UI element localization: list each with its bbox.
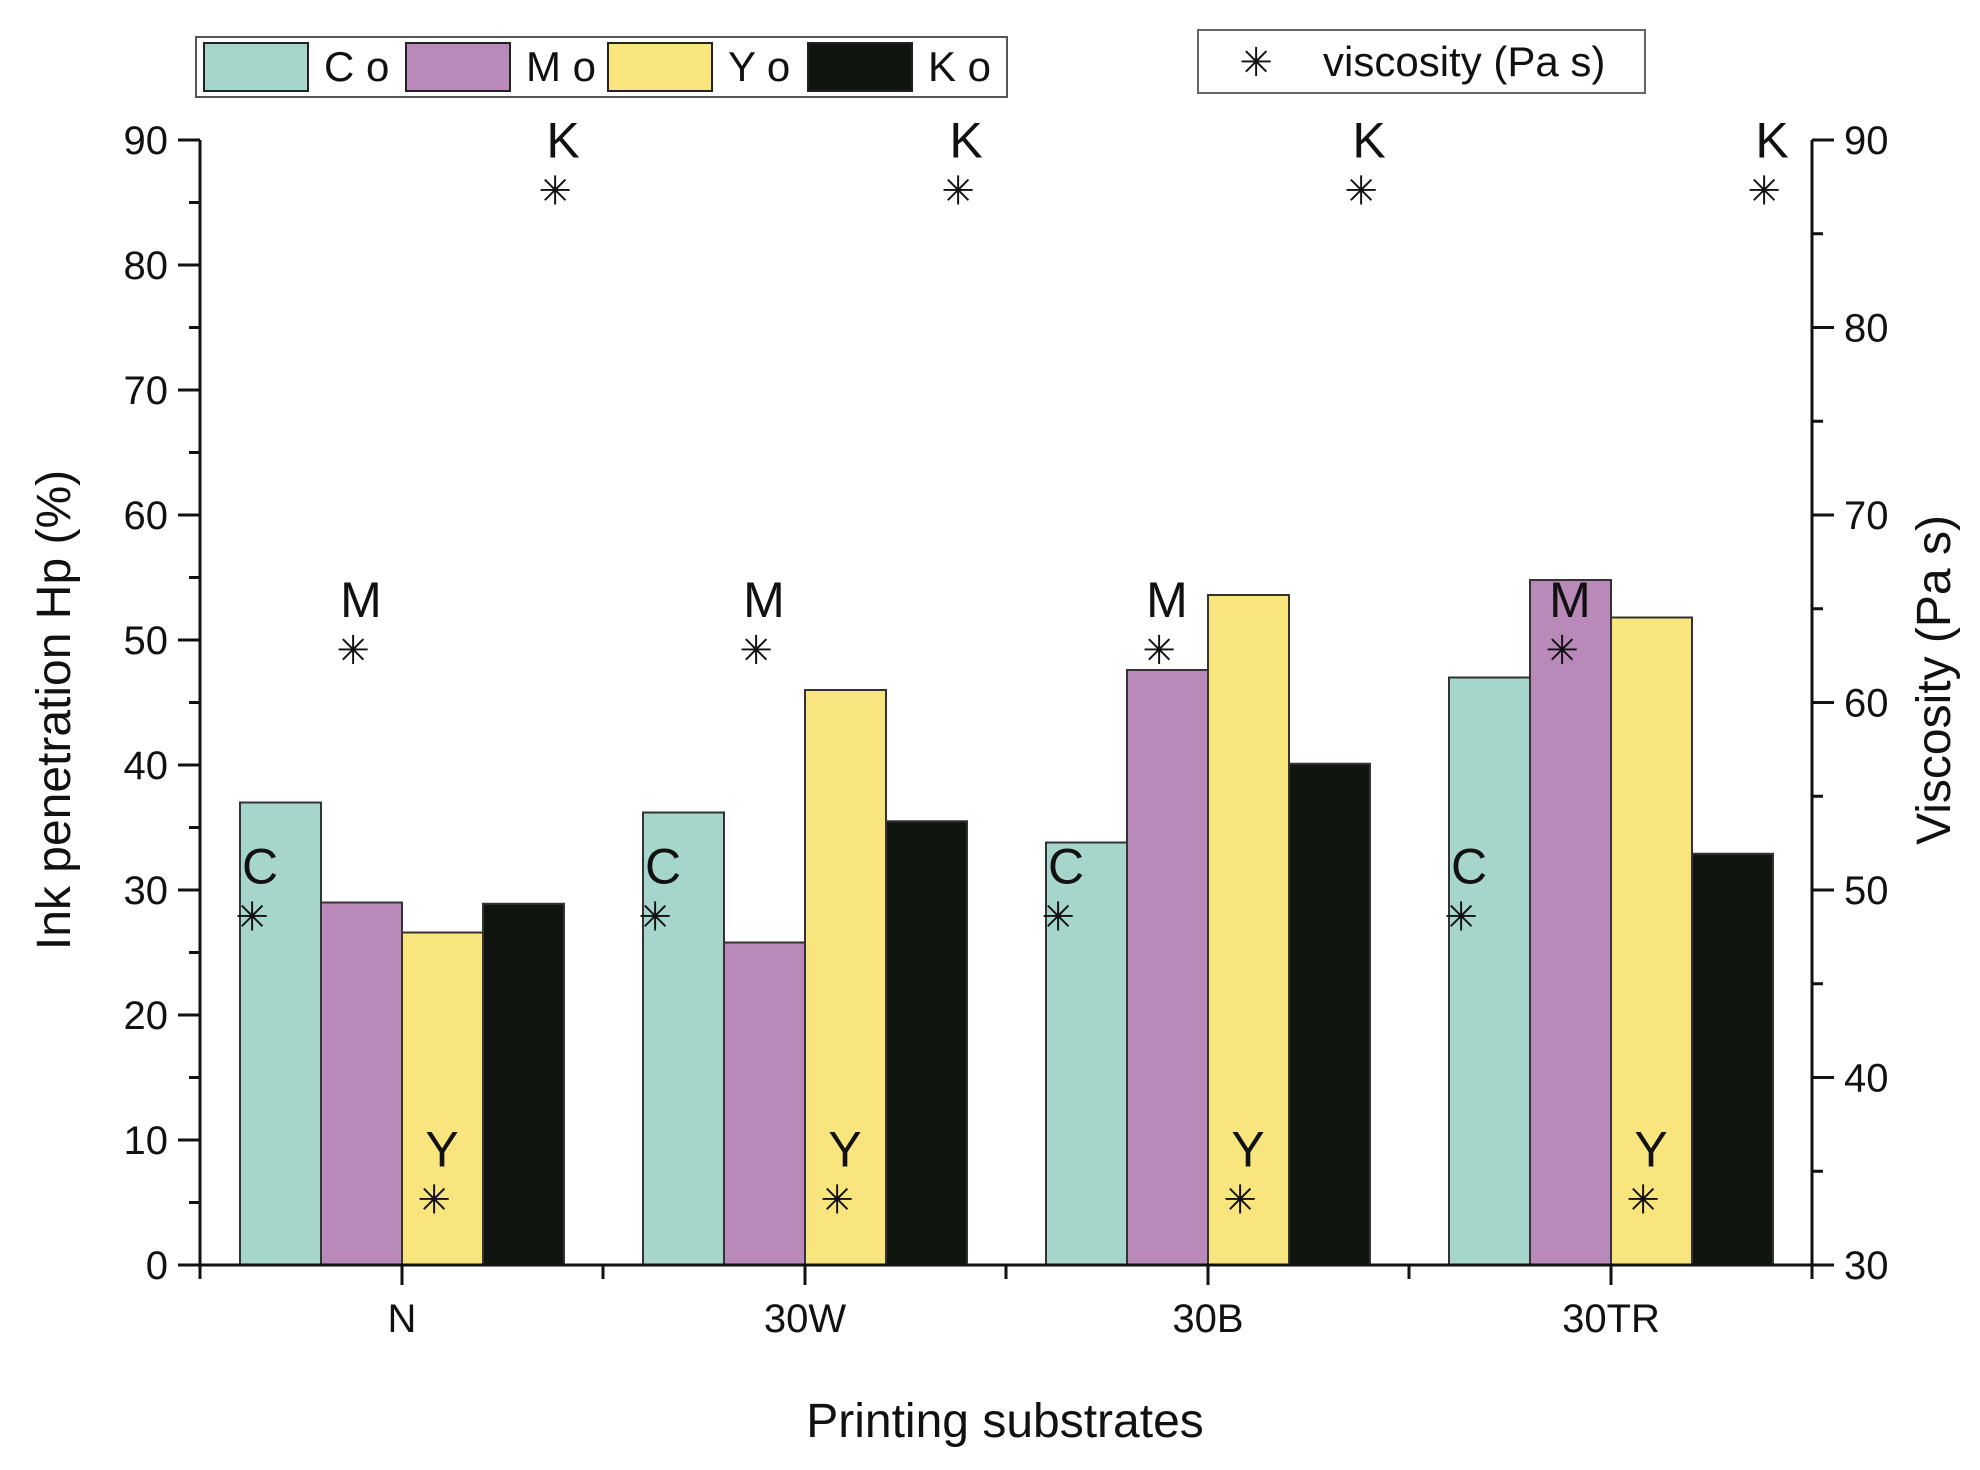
- viscosity-label-y-30tr: Y: [1634, 1121, 1667, 1177]
- y-tick-label: 30: [124, 869, 169, 913]
- bar-m-n: [320, 901, 403, 1266]
- viscosity-label-y-30b: Y: [1231, 1121, 1264, 1177]
- bar-c-30tr: [1448, 676, 1531, 1266]
- y-tick-label: 60: [124, 494, 169, 538]
- viscosity-markers: ✳C✳M✳Y✳K✳C✳M✳Y✳K✳C✳M✳Y✳K✳C✳M✳Y✳K: [235, 113, 1788, 1223]
- y-tick-label: 20: [124, 994, 169, 1038]
- legend-label-y: Y o: [728, 43, 790, 90]
- axes: 0 10 20 30 40 50 60 70 80 90 30 40 50 60 70 80 90 N 30W 30B…: [124, 119, 1889, 1341]
- viscosity-marker-k-30b: ✳: [1344, 170, 1378, 214]
- viscosity-marker-y-30b: ✳: [1223, 1178, 1257, 1222]
- y-tick-label: 70: [124, 369, 169, 413]
- legend-swatch-k: [807, 42, 913, 92]
- x-tick-label: 30TR: [1562, 1297, 1660, 1341]
- y2-tick-label: 30: [1844, 1244, 1889, 1288]
- x-axis-title: Printing substrates: [806, 1395, 1204, 1448]
- viscosity-marker-c-30tr: ✳: [1444, 895, 1478, 939]
- y-tick-label: 0: [146, 1244, 168, 1288]
- viscosity-marker-y-30tr: ✳: [1626, 1178, 1660, 1222]
- legend-label-m: M o: [526, 43, 596, 90]
- viscosity-marker-m-30w: ✳: [739, 629, 773, 673]
- viscosity-label-k-30b: K: [1352, 113, 1385, 169]
- bar-m-30tr: [1529, 579, 1612, 1266]
- viscosity-label-c-30tr: C: [1451, 838, 1487, 894]
- y2-tick-label: 70: [1844, 494, 1889, 538]
- bars: [239, 579, 1774, 1266]
- viscosity-marker-m-n: ✳: [336, 629, 370, 673]
- viscosity-marker-y-30w: ✳: [820, 1178, 854, 1222]
- y2-tick-label: 80: [1844, 307, 1889, 351]
- legend: C o M o Y o K o ✳ viscosity (Pa s): [195, 29, 1646, 98]
- viscosity-marker-c-n: ✳: [235, 895, 269, 939]
- y2-tick-label: 90: [1844, 119, 1889, 163]
- y-tick-label: 10: [124, 1119, 169, 1163]
- x-tick-label: 30B: [1172, 1297, 1243, 1341]
- y2-tick-label: 60: [1844, 682, 1889, 726]
- bar-k-n: [482, 902, 565, 1266]
- viscosity-marker-m-30b: ✳: [1142, 629, 1176, 673]
- y-tick-label: 40: [124, 744, 169, 788]
- y2-tick-label: 50: [1844, 869, 1889, 913]
- legend-viscosity-label: viscosity (Pa s): [1323, 38, 1605, 85]
- viscosity-label-k-30tr: K: [1755, 113, 1788, 169]
- bar-k-30b: [1288, 762, 1371, 1266]
- legend-swatch-m: [405, 42, 511, 92]
- viscosity-marker-k-n: ✳: [538, 170, 572, 214]
- viscosity-marker-k-30w: ✳: [941, 170, 975, 214]
- viscosity-label-y-30w: Y: [828, 1121, 861, 1177]
- y-axis-title: Ink penetration Hp (%): [28, 470, 81, 950]
- x-tick-label: N: [388, 1297, 417, 1341]
- viscosity-label-y-n: Y: [425, 1121, 458, 1177]
- legend-frame-viscosity: [1197, 29, 1646, 94]
- viscosity-label-m-30b: M: [1146, 572, 1188, 628]
- legend-label-k: K o: [928, 43, 991, 90]
- viscosity-label-m-30w: M: [743, 572, 785, 628]
- y-tick-label: 50: [124, 619, 169, 663]
- viscosity-marker-c-30b: ✳: [1041, 895, 1075, 939]
- viscosity-marker-c-30w: ✳: [638, 895, 672, 939]
- bar-c-n: [239, 801, 322, 1266]
- viscosity-marker-m-30tr: ✳: [1545, 629, 1579, 673]
- y2-tick-label: 40: [1844, 1057, 1889, 1101]
- viscosity-marker-k-30tr: ✳: [1747, 170, 1781, 214]
- viscosity-label-c-n: C: [242, 838, 278, 894]
- y2-axis-title: Viscosity (Pa s): [1908, 515, 1961, 845]
- viscosity-label-c-30w: C: [645, 838, 681, 894]
- y-tick-label: 80: [124, 244, 169, 288]
- bar-m-30w: [723, 941, 806, 1266]
- x-tick-label: 30W: [764, 1297, 846, 1341]
- bar-m-30b: [1126, 669, 1209, 1266]
- legend-label-c: C o: [324, 43, 389, 90]
- bar-y-n: [401, 931, 484, 1266]
- viscosity-label-m-n: M: [340, 572, 382, 628]
- viscosity-label-c-30b: C: [1048, 838, 1084, 894]
- viscosity-label-m-30tr: M: [1549, 572, 1591, 628]
- viscosity-label-k-30w: K: [949, 113, 982, 169]
- legend-viscosity-marker: ✳: [1239, 41, 1273, 85]
- viscosity-label-k-n: K: [546, 113, 579, 169]
- bar-k-30w: [885, 820, 968, 1266]
- viscosity-marker-y-n: ✳: [417, 1178, 451, 1222]
- bar-y-30b: [1207, 594, 1290, 1266]
- legend-swatch-y: [607, 42, 713, 92]
- y-tick-label: 90: [124, 119, 169, 163]
- bar-y-30w: [804, 689, 887, 1266]
- bar-k-30tr: [1691, 852, 1774, 1266]
- legend-swatch-c: [203, 42, 309, 92]
